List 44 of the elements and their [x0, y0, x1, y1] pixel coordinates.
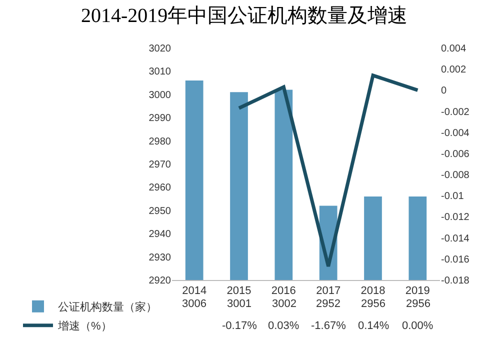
- data-label: 2956: [406, 298, 430, 310]
- x-tick-label: 2018: [360, 285, 386, 298]
- y-tick-label: 2950: [148, 206, 172, 217]
- y2-tick-label: -0.012: [441, 212, 470, 224]
- legend-label: 增速（%）: [57, 320, 112, 333]
- data-label: 3002: [272, 298, 296, 310]
- y2-tick-label: -0.014: [441, 233, 470, 244]
- y-tick-label: 2940: [148, 229, 172, 240]
- y2-tick-label: -0.006: [441, 148, 470, 160]
- y2-tick-label: 0: [441, 86, 447, 97]
- line-series: [237, 74, 420, 268]
- y-tick-label: 2990: [148, 113, 172, 124]
- y-tick-label: 2960: [148, 182, 172, 194]
- data-label: 3006: [182, 298, 206, 310]
- legend-label: 公证机构数量（家）: [58, 300, 157, 314]
- y-tick-label: 3010: [148, 66, 172, 78]
- data-label: -0.17%: [222, 320, 258, 332]
- y2-tick-label: -0.004: [441, 128, 470, 139]
- y2-tick-label: -0.01: [441, 191, 464, 202]
- data-label: 2952: [316, 298, 340, 310]
- y2-tick-label: 0.002: [441, 64, 466, 76]
- data-label: 0.00%: [402, 320, 434, 332]
- x-tick-label: 2014: [182, 285, 207, 298]
- chart-title: 2014-2019年中国公证机构数量及增速: [81, 5, 408, 27]
- data-label: 3001: [227, 298, 252, 310]
- y-tick-label: 2920: [148, 276, 172, 286]
- x-tick-label: 2016: [271, 285, 296, 298]
- y-tick-label: 3000: [148, 90, 172, 101]
- y2-tick-label: -0.018: [441, 276, 470, 286]
- y2-tick-label: 0.004: [441, 44, 466, 54]
- data-label: 2956: [361, 298, 386, 310]
- y-tick-label: 2930: [148, 252, 172, 264]
- x-tick-label: 2017: [316, 285, 341, 298]
- y2-tick-label: -0.002: [441, 106, 470, 118]
- data-label: 0.03%: [268, 320, 300, 332]
- x-tick-label: 2015: [226, 285, 252, 298]
- y2-tick-label: -0.008: [441, 170, 470, 182]
- x-tick-label: 2019: [405, 285, 430, 298]
- y2-tick-label: -0.016: [441, 254, 470, 266]
- y-tick-label: 2980: [148, 136, 172, 148]
- y-tick-label: 3020: [148, 44, 172, 54]
- y-tick-label: 2970: [148, 160, 172, 170]
- data-label: 0.14%: [358, 320, 390, 332]
- data-label: -1.67%: [311, 320, 346, 332]
